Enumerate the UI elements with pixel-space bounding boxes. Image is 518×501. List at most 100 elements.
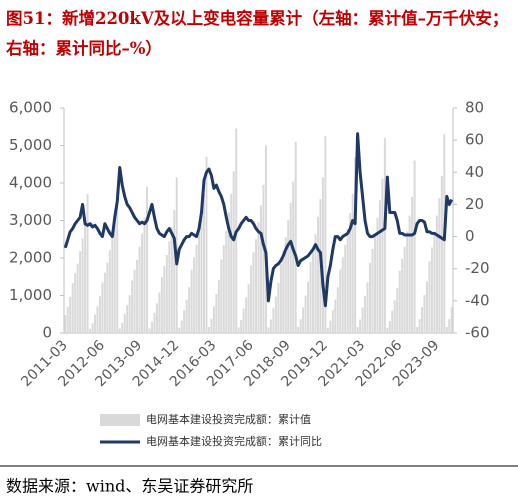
bar [351, 193, 354, 333]
bar [264, 145, 267, 333]
bar [101, 282, 104, 333]
bar [403, 246, 406, 333]
bar [252, 252, 255, 333]
bar [74, 273, 77, 333]
bar [168, 241, 171, 333]
bar [401, 258, 404, 333]
bar [336, 287, 339, 333]
bar [373, 235, 376, 333]
bar [369, 262, 371, 333]
legend-label: 电网基本建设投资完成额：累计同比 [146, 434, 322, 448]
bar [393, 300, 396, 333]
bar [193, 257, 196, 333]
bar [222, 245, 225, 333]
bar [421, 307, 424, 333]
bar [183, 310, 186, 333]
bar [178, 327, 181, 333]
bar [299, 319, 302, 333]
bar [287, 220, 290, 333]
bar [160, 277, 163, 333]
bar [150, 322, 153, 333]
bar [225, 230, 228, 333]
bar [86, 194, 89, 333]
bar [267, 327, 270, 333]
bar [136, 259, 139, 333]
bar [406, 231, 409, 333]
bar [71, 283, 74, 333]
bar [341, 257, 344, 333]
bar [123, 313, 126, 333]
bar [247, 284, 250, 333]
bar [148, 328, 151, 333]
bar [388, 321, 391, 333]
bar [103, 272, 106, 333]
bar [202, 193, 205, 333]
bar [274, 296, 277, 333]
y-tick-label: 4,000 [9, 174, 52, 192]
bar [245, 297, 248, 333]
bar [428, 261, 431, 333]
bar [158, 292, 161, 333]
bar [346, 229, 349, 333]
bar [386, 327, 389, 333]
bar [64, 315, 67, 333]
bar [433, 233, 436, 333]
bar [324, 136, 327, 333]
bar [307, 281, 310, 333]
bar [445, 327, 448, 333]
bar [93, 314, 96, 333]
bar [185, 299, 188, 333]
bar [329, 320, 332, 333]
bar [170, 227, 173, 333]
bar [81, 238, 84, 333]
bar [190, 269, 193, 333]
bar [126, 305, 129, 333]
bar [438, 198, 441, 333]
bar [435, 215, 438, 333]
y2-tick-label: -40 [465, 291, 490, 309]
bar [237, 327, 240, 333]
bar [279, 264, 282, 333]
bar [282, 250, 285, 333]
bar [128, 295, 131, 333]
bar [339, 269, 342, 333]
y2-tick-label: 20 [465, 195, 484, 213]
bar [173, 210, 176, 333]
y-tick-label: 1,000 [9, 286, 52, 304]
bar [143, 217, 146, 333]
bar [423, 295, 426, 333]
bar [207, 327, 210, 333]
bar [262, 184, 265, 333]
bar [289, 202, 292, 333]
bar [116, 192, 119, 333]
y-tick-label: 3,000 [9, 211, 52, 229]
bar [416, 327, 419, 333]
bar [215, 294, 218, 333]
bar [398, 270, 401, 333]
bar [138, 246, 141, 333]
bar [195, 244, 198, 333]
bar [84, 223, 87, 333]
bar [450, 307, 453, 333]
bar [200, 213, 203, 333]
bar [411, 196, 414, 333]
bar [188, 287, 191, 333]
y-tick-label: 5,000 [9, 136, 52, 154]
bar [364, 295, 367, 333]
bar [106, 262, 109, 333]
bar [259, 205, 262, 333]
bar [356, 327, 359, 333]
bar [302, 307, 305, 333]
bar [79, 251, 82, 333]
legend-swatch [100, 414, 140, 426]
bar [413, 160, 416, 333]
bar [292, 181, 295, 333]
bar [440, 175, 443, 333]
bar [121, 322, 124, 333]
bar [326, 327, 329, 333]
bar [155, 303, 158, 333]
bar [277, 283, 280, 333]
bar [284, 237, 287, 333]
